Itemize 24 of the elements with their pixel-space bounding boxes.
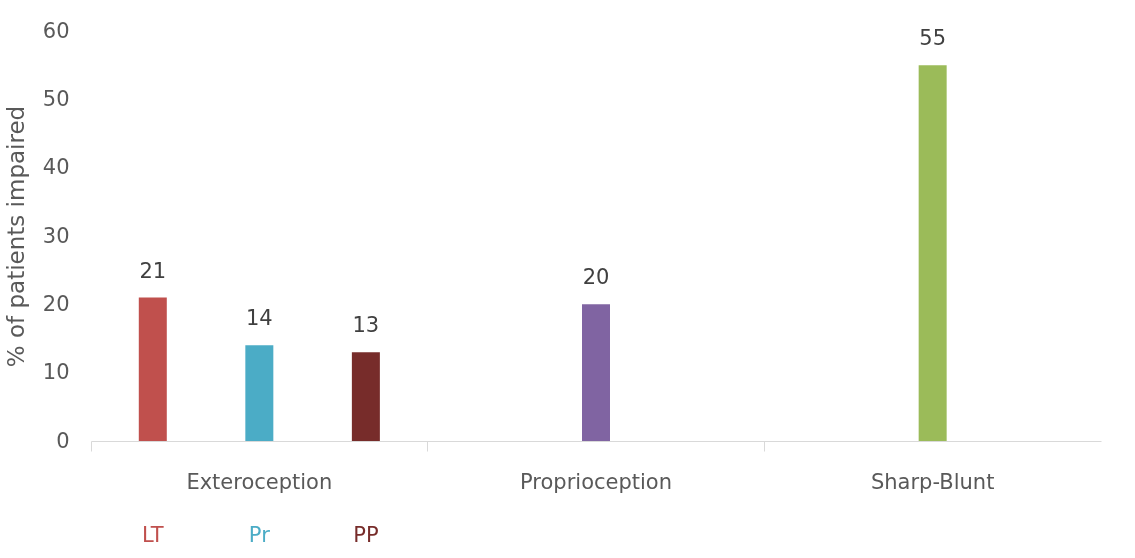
y-tick-label: 30 [42,223,70,248]
y-tick-label: 60 [42,18,70,43]
bar [245,345,274,441]
text: Pr [248,523,271,547]
text: PP [353,523,379,547]
bar [351,352,380,441]
y-axis-title: % of patients impaired [2,105,29,368]
text: LT [141,523,164,547]
data-label: 14 [245,306,273,331]
bar [138,297,167,441]
bar [918,65,947,441]
x-tick-label: Exteroception [186,469,333,494]
y-tick-label: 20 [42,291,70,316]
y-tick-label: 50 [42,86,70,111]
y-tick-label: 0 [56,428,70,453]
data-label: 55 [919,26,947,51]
y-tick-label: 40 [42,155,70,180]
data-label: 20 [582,265,610,290]
x-tick-label: Proprioception [520,469,672,494]
data-label: 13 [352,313,380,338]
x-tick-label: Sharp-Blunt [870,469,995,494]
y-tick-label: 10 [42,360,70,385]
data-label: 21 [139,258,167,283]
bar [582,304,610,441]
